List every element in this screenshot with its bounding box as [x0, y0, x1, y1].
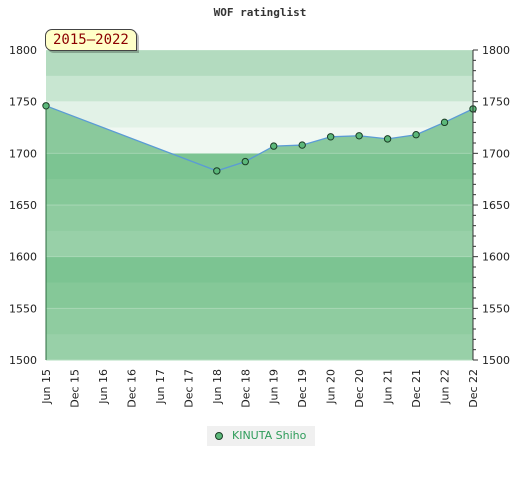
y-tick-label-right: 1500: [482, 354, 510, 367]
x-tick-label: Dec 15: [68, 369, 81, 408]
y-tick-label-left: 1800: [9, 44, 37, 57]
data-point: [412, 131, 420, 139]
y-tick-label-left: 1650: [9, 199, 37, 212]
data-point: [440, 118, 449, 127]
y-tick-label-right: 1550: [482, 302, 510, 315]
area-band: [46, 205, 473, 232]
data-point: [326, 133, 335, 141]
x-tick-label: Dec 21: [410, 369, 423, 408]
area-band: [46, 153, 473, 180]
x-tick-label: Dec 17: [182, 369, 195, 408]
x-tick-label: Jun 21: [382, 369, 395, 405]
background-band: [46, 75, 473, 103]
y-tick-label-right: 1600: [482, 251, 510, 264]
data-point: [241, 157, 249, 166]
y-tick-label-left: 1500: [9, 354, 37, 367]
y-tick-label-right: 1700: [482, 147, 510, 160]
x-tick-label: Jun 16: [97, 369, 110, 405]
area-band: [46, 334, 473, 360]
legend-marker-icon: [215, 432, 223, 440]
x-tick-label: Jun 22: [439, 369, 452, 405]
area-band: [46, 179, 473, 206]
data-point: [298, 141, 306, 149]
legend-label: KINUTA Shiho: [232, 429, 307, 442]
y-tick-label-right: 1650: [482, 199, 510, 212]
background-band: [46, 101, 473, 128]
x-tick-label: Dec 22: [467, 369, 480, 408]
x-tick-label: Dec 20: [353, 369, 366, 408]
y-tick-label-left: 1600: [9, 251, 37, 264]
data-point: [355, 132, 363, 140]
data-point: [270, 142, 278, 150]
period-badge: 2015–2022: [45, 29, 137, 51]
x-tick-label: Dec 16: [125, 369, 138, 408]
data-point: [383, 135, 392, 143]
y-tick-label-right: 1750: [482, 96, 510, 109]
area-band: [46, 256, 473, 283]
data-point: [42, 102, 50, 110]
y-tick-label-left: 1750: [9, 96, 37, 109]
area-band: [46, 308, 473, 335]
x-tick-label: Jun 18: [211, 369, 224, 405]
x-tick-label: Dec 18: [239, 369, 252, 408]
x-tick-label: Jun 15: [40, 369, 53, 405]
data-point: [213, 167, 221, 175]
background-band: [46, 50, 473, 77]
y-tick-label-right: 1800: [482, 44, 510, 57]
x-tick-label: Jun 17: [154, 369, 167, 405]
y-tick-label-left: 1700: [9, 147, 37, 160]
area-band: [46, 282, 473, 309]
x-tick-label: Jun 20: [325, 369, 338, 405]
legend[interactable]: KINUTA Shiho: [207, 426, 315, 446]
chart-title: WOF ratinglist: [213, 6, 307, 19]
x-tick-label: Dec 19: [296, 369, 309, 408]
x-tick-label: Jun 19: [268, 369, 281, 405]
y-tick-label-left: 1550: [9, 302, 37, 315]
area-band: [46, 230, 473, 258]
